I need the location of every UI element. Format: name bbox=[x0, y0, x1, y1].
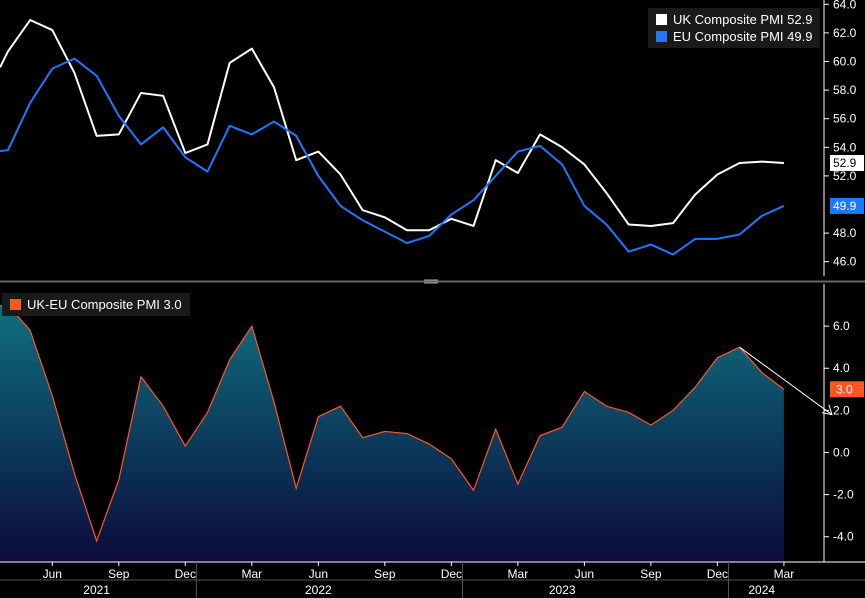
top-panel: 46.0 48.0 52.0 54.0 56.0 58.0 60.0 62.0 64.0 52.9… bbox=[0, 0, 864, 276]
year-label: 2021 bbox=[83, 583, 110, 597]
bottom-y-tick-label: 4.0 bbox=[833, 361, 850, 375]
legend-item-eu[interactable]: EU Composite PMI 49.9 bbox=[656, 28, 812, 45]
bottom-y-tick-label: -2.0 bbox=[833, 488, 854, 502]
top-legend: UK Composite PMI 52.9 EU Composite PMI 4… bbox=[648, 8, 821, 48]
top-y-tick-label: 64.0 bbox=[833, 0, 857, 11]
uk-last-value-label: 52.9 bbox=[833, 156, 857, 170]
top-y-tick-label: 60.0 bbox=[833, 54, 857, 68]
top-y-tick-label: 62.0 bbox=[833, 26, 857, 40]
top-y-tick-label: 58.0 bbox=[833, 83, 857, 97]
eu-swatch bbox=[656, 31, 667, 42]
top-y-tick-label: 56.0 bbox=[833, 112, 857, 126]
year-label: 2022 bbox=[305, 583, 332, 597]
bottom-y-tick-label: 2.0 bbox=[833, 403, 850, 417]
spread-swatch bbox=[10, 299, 21, 310]
bottom-y-tick-label: 0.0 bbox=[833, 445, 850, 459]
legend-item-uk[interactable]: UK Composite PMI 52.9 bbox=[656, 11, 812, 28]
x-tick-label: Sep bbox=[108, 567, 130, 581]
spread-last-value-label: 3.0 bbox=[836, 382, 853, 396]
x-tick-label: Dec bbox=[175, 567, 196, 581]
eu-last-value-box bbox=[830, 197, 864, 214]
trend-arrow-head bbox=[821, 404, 833, 416]
x-tick-label: Jun bbox=[43, 567, 62, 581]
uk-last-value-box bbox=[830, 155, 864, 172]
year-label: 2024 bbox=[748, 583, 775, 597]
x-tick-label: Jun bbox=[309, 567, 328, 581]
top-y-tick-label: 48.0 bbox=[833, 226, 857, 240]
eu-series-line bbox=[0, 57, 785, 256]
spread-area bbox=[0, 305, 784, 562]
spread-line bbox=[0, 304, 785, 543]
top-y-tick-label: 52.0 bbox=[833, 169, 857, 183]
x-axis: Jun Sep Dec Mar Jun Sep Dec Mar Jun Sep Dec Mar 2021… bbox=[0, 561, 865, 598]
year-label: 2023 bbox=[549, 583, 576, 597]
top-y-tick-label: 46.0 bbox=[833, 255, 857, 269]
x-tick-label: Dec bbox=[441, 567, 462, 581]
x-tick-label: Sep bbox=[640, 567, 662, 581]
legend-spread-label: UK-EU Composite PMI 3.0 bbox=[27, 297, 182, 312]
spread-last-value-box bbox=[830, 381, 864, 398]
x-tick-label: Mar bbox=[774, 567, 795, 581]
bottom-y-tick-label: 6.0 bbox=[833, 319, 850, 333]
uk-series-line bbox=[0, 19, 784, 232]
trend-arrow bbox=[739, 346, 833, 415]
top-y-tick-label: 54.0 bbox=[833, 140, 857, 154]
eu-last-value-label: 49.9 bbox=[833, 199, 857, 213]
legend-eu-label: EU Composite PMI 49.9 bbox=[673, 29, 813, 44]
x-tick-label: Sep bbox=[374, 567, 396, 581]
x-tick-label: Mar bbox=[241, 567, 262, 581]
bottom-legend: UK-EU Composite PMI 3.0 bbox=[2, 293, 190, 316]
x-tick-label: Mar bbox=[508, 567, 529, 581]
x-tick-label: Dec bbox=[707, 567, 728, 581]
legend-uk-label: UK Composite PMI 52.9 bbox=[673, 12, 813, 27]
bottom-panel: -4.0 -2.0 0.0 2.0 4.0 6.0 3.0 bbox=[0, 284, 864, 562]
bottom-y-tick-label: -4.0 bbox=[833, 530, 854, 544]
uk-swatch bbox=[656, 14, 667, 25]
x-tick-label: Jun bbox=[575, 567, 594, 581]
legend-item-spread[interactable]: UK-EU Composite PMI 3.0 bbox=[10, 296, 182, 313]
